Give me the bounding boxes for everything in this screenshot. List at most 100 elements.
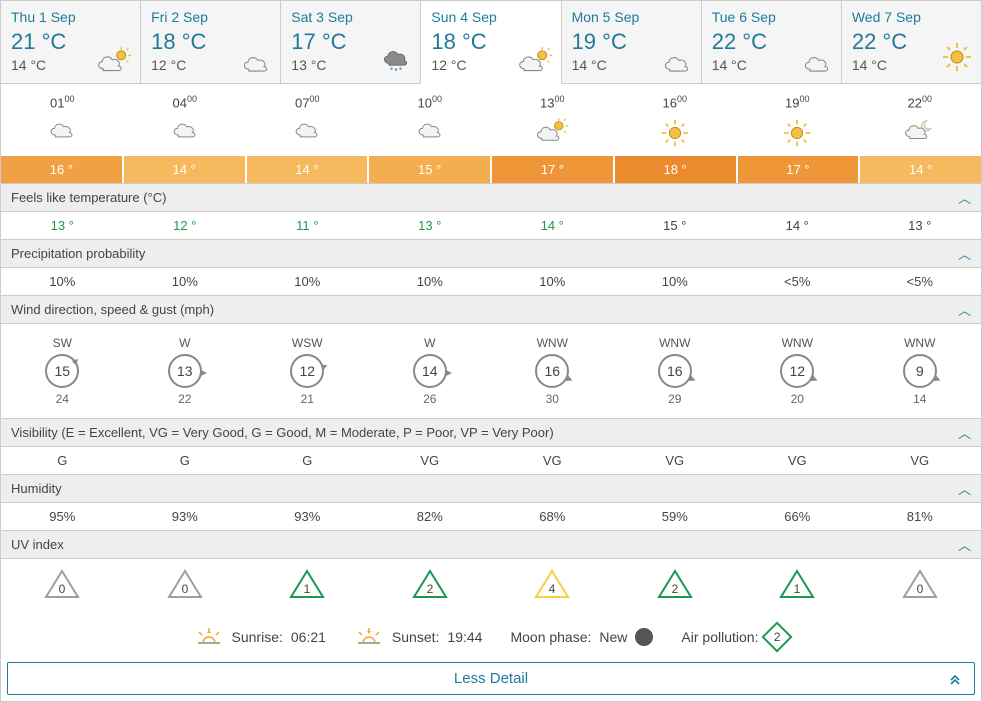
wind-cell: WNW 12 20 — [736, 330, 859, 412]
hour-time: 1600 — [614, 94, 737, 110]
uv-triangle-icon: 1 — [289, 569, 325, 599]
hour-column: 0100 — [1, 94, 124, 156]
svg-text:0: 0 — [59, 582, 66, 596]
hour-column: 1900 — [736, 94, 859, 156]
section-title: Visibility (E = Excellent, VG = Very Goo… — [11, 425, 554, 440]
uv-cell: 0 — [124, 569, 247, 602]
air-pollution-label: Air pollution: — [681, 629, 758, 645]
visibility-cell: G — [124, 453, 247, 468]
day-label: Wed 7 Sep — [852, 9, 971, 25]
less-detail-button[interactable]: Less Detail — [7, 662, 975, 695]
rain-cloud-icon — [380, 47, 412, 73]
svg-text:1: 1 — [794, 582, 801, 596]
section-feels-like-header[interactable]: Feels like temperature (°C) ︿ — [1, 183, 981, 212]
day-tab[interactable]: Fri 2 Sep 18 °C 12 °C — [141, 1, 281, 84]
uv-triangle-icon: 2 — [412, 569, 448, 599]
wind-direction: WNW — [659, 336, 690, 350]
wind-direction: WSW — [292, 336, 323, 350]
day-label: Thu 1 Sep — [11, 9, 130, 25]
svg-text:2: 2 — [426, 582, 433, 596]
wind-cell: W 13 22 — [124, 330, 247, 412]
moon-block: Moon phase: New — [510, 628, 653, 646]
uv-cell: 0 — [859, 569, 982, 602]
uv-cell: 1 — [246, 569, 369, 602]
section-humidity-header[interactable]: Humidity ︿ — [1, 474, 981, 503]
wind-speed-indicator: 13 — [168, 354, 202, 388]
wind-direction: W — [424, 336, 435, 350]
temp-cell: 15 ° — [369, 156, 490, 183]
uv-cell: 1 — [736, 569, 859, 602]
humidity-cell: 93% — [124, 509, 247, 524]
collapse-icon[interactable]: ︿ — [958, 244, 971, 263]
day-tab[interactable]: Wed 7 Sep 22 °C 14 °C — [842, 1, 981, 84]
wind-cell: WNW 16 29 — [614, 330, 737, 412]
cloud-icon — [1, 118, 124, 147]
section-wind-header[interactable]: Wind direction, speed & gust (mph) ︿ — [1, 295, 981, 324]
day-tab[interactable]: Sun 4 Sep 18 °C 12 °C — [421, 1, 561, 84]
sunrise-block: Sunrise: 06:21 — [194, 627, 326, 647]
collapse-icon[interactable]: ︿ — [958, 423, 971, 442]
visibility-cell: VG — [369, 453, 492, 468]
precip-cell: <5% — [859, 274, 982, 289]
sun-cloud-icon — [491, 118, 614, 150]
day-label: Fri 2 Sep — [151, 9, 270, 25]
collapse-icon[interactable]: ︿ — [958, 300, 971, 319]
hour-time: 0400 — [124, 94, 247, 110]
sunset-icon — [354, 627, 384, 647]
wind-cell: WNW 9 14 — [859, 330, 982, 412]
hour-time: 1900 — [736, 94, 859, 110]
visibility-cell: G — [246, 453, 369, 468]
wind-direction: WNW — [537, 336, 568, 350]
wind-speed-indicator: 9 — [903, 354, 937, 388]
humidity-cell: 66% — [736, 509, 859, 524]
feels-like-cell: 12 ° — [124, 218, 247, 233]
temp-cell: 16 ° — [1, 156, 122, 183]
sunrise-label: Sunrise: — [232, 629, 283, 645]
wind-direction: WNW — [782, 336, 813, 350]
wind-speed-indicator: 12 — [780, 354, 814, 388]
feels-like-cell: 15 ° — [614, 218, 737, 233]
humidity-cell: 95% — [1, 509, 124, 524]
wind-cell: WNW 16 30 — [491, 330, 614, 412]
cloud-icon — [246, 118, 369, 147]
day-summary-footer: Sunrise: 06:21 Sunset: 19:44 Moon phase:… — [1, 612, 981, 662]
wind-cell: W 14 26 — [369, 330, 492, 412]
day-tab[interactable]: Sat 3 Sep 17 °C 13 °C — [281, 1, 421, 84]
uv-triangle-icon: 1 — [779, 569, 815, 599]
sunrise-time: 06:21 — [291, 629, 326, 645]
day-tab[interactable]: Thu 1 Sep 21 °C 14 °C — [1, 1, 141, 84]
visibility-cell: VG — [491, 453, 614, 468]
sun-icon — [941, 41, 973, 73]
section-title: Humidity — [11, 481, 62, 496]
section-precip-header[interactable]: Precipitation probability ︿ — [1, 239, 981, 268]
feels-like-row: 13 °12 °11 °13 °14 °15 °14 °13 ° — [1, 212, 981, 239]
sunset-block: Sunset: 19:44 — [354, 627, 483, 647]
precip-cell: 10% — [1, 274, 124, 289]
moon-label: Moon phase: — [510, 629, 591, 645]
section-visibility-header[interactable]: Visibility (E = Excellent, VG = Very Goo… — [1, 418, 981, 447]
section-title: Feels like temperature (°C) — [11, 190, 166, 205]
hours-row: 0100 0400 0700 1000 1300 1600 1900 2200 — [1, 84, 981, 156]
precip-cell: 10% — [614, 274, 737, 289]
air-pollution-value: 2 — [774, 630, 781, 644]
feels-like-cell: 14 ° — [491, 218, 614, 233]
temperature-bar: 16 °14 °14 °15 °17 °18 °17 °14 ° — [1, 156, 981, 183]
hour-time: 0100 — [1, 94, 124, 110]
sunset-time: 19:44 — [447, 629, 482, 645]
air-pollution-indicator: 2 — [762, 622, 793, 653]
cloud-icon — [369, 118, 492, 147]
day-label: Sun 4 Sep — [431, 9, 550, 25]
collapse-icon[interactable]: ︿ — [958, 479, 971, 498]
collapse-icon[interactable]: ︿ — [958, 188, 971, 207]
day-label: Mon 5 Sep — [572, 9, 691, 25]
day-tab[interactable]: Tue 6 Sep 22 °C 14 °C — [702, 1, 842, 84]
hour-column: 1600 — [614, 94, 737, 156]
day-tab[interactable]: Mon 5 Sep 19 °C 14 °C — [562, 1, 702, 84]
wind-row: SW 15 24 W 13 22 — [1, 324, 981, 418]
collapse-icon[interactable]: ︿ — [958, 535, 971, 554]
visibility-row: GGGVGVGVGVGVG — [1, 447, 981, 474]
weather-forecast-panel: Thu 1 Sep 21 °C 14 °C Fri 2 Sep 18 °C 12… — [0, 0, 982, 702]
hour-column: 0400 — [124, 94, 247, 156]
section-uv-header[interactable]: UV index ︿ — [1, 530, 981, 559]
hour-column: 0700 — [246, 94, 369, 156]
